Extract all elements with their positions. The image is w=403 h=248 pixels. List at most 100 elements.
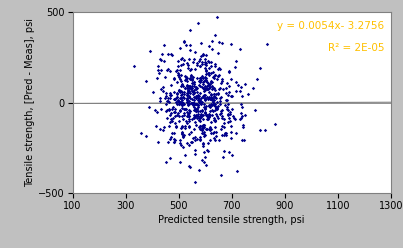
- Point: [176, 115, 183, 119]
- Point: [186, 143, 193, 147]
- Point: [211, 86, 217, 90]
- Point: [215, 91, 221, 94]
- Point: [205, 83, 212, 87]
- Point: [188, 74, 194, 78]
- Point: [200, 132, 207, 136]
- Point: [185, 91, 192, 94]
- Point: [197, 102, 204, 106]
- Point: [202, 53, 209, 57]
- Point: [191, 127, 197, 131]
- Point: [216, 112, 223, 116]
- Point: [209, 108, 215, 112]
- Point: [238, 102, 245, 106]
- Point: [224, 120, 231, 124]
- Point: [189, 84, 195, 88]
- Point: [187, 48, 193, 52]
- Point: [218, 81, 224, 85]
- Point: [206, 73, 213, 77]
- Point: [201, 134, 208, 138]
- Point: [222, 86, 229, 90]
- Point: [195, 114, 202, 118]
- Point: [212, 33, 218, 37]
- Point: [187, 87, 194, 91]
- Point: [157, 127, 164, 131]
- Point: [189, 136, 196, 140]
- Point: [185, 103, 192, 107]
- Point: [197, 96, 204, 100]
- Point: [183, 119, 189, 123]
- Point: [214, 99, 220, 103]
- Point: [183, 91, 190, 95]
- Point: [195, 112, 201, 116]
- Point: [233, 131, 239, 135]
- Point: [191, 90, 197, 94]
- Point: [211, 103, 217, 107]
- Point: [233, 89, 239, 93]
- Point: [202, 60, 208, 64]
- Point: [223, 133, 230, 137]
- Point: [184, 76, 190, 80]
- Point: [235, 83, 241, 87]
- Point: [208, 113, 215, 117]
- Point: [171, 140, 177, 144]
- Point: [180, 95, 186, 99]
- Point: [226, 84, 232, 88]
- Point: [210, 100, 217, 104]
- Point: [172, 100, 179, 104]
- Point: [228, 124, 235, 128]
- Point: [202, 111, 208, 115]
- Point: [183, 96, 190, 100]
- Point: [199, 142, 206, 146]
- Point: [199, 113, 206, 117]
- Point: [207, 104, 213, 108]
- Point: [187, 109, 193, 113]
- Point: [241, 113, 248, 117]
- Point: [195, 98, 201, 102]
- Point: [179, 125, 185, 129]
- Point: [197, 41, 204, 45]
- Point: [206, 113, 213, 117]
- Point: [201, 86, 207, 90]
- Point: [192, 67, 199, 71]
- Point: [179, 134, 186, 138]
- Point: [264, 42, 270, 46]
- Point: [200, 94, 207, 98]
- Point: [187, 96, 193, 100]
- Point: [179, 91, 185, 94]
- Point: [186, 94, 192, 98]
- Point: [200, 117, 206, 121]
- Point: [221, 133, 227, 137]
- Point: [193, 109, 199, 113]
- Point: [217, 96, 224, 100]
- Point: [179, 131, 185, 135]
- Point: [189, 60, 196, 64]
- Point: [240, 125, 246, 129]
- Point: [212, 106, 219, 110]
- Point: [207, 105, 213, 109]
- Point: [208, 80, 215, 84]
- Point: [186, 132, 192, 136]
- Point: [208, 102, 214, 106]
- Point: [207, 127, 213, 131]
- Point: [209, 98, 216, 102]
- Point: [197, 84, 204, 88]
- Point: [225, 112, 232, 116]
- Point: [196, 116, 203, 120]
- Point: [180, 135, 187, 139]
- Point: [199, 109, 206, 113]
- Point: [221, 125, 227, 129]
- Point: [219, 77, 226, 81]
- Point: [233, 80, 239, 84]
- Point: [206, 104, 212, 108]
- Point: [170, 131, 177, 135]
- Point: [233, 59, 239, 63]
- Point: [244, 92, 251, 95]
- Point: [216, 102, 223, 106]
- Point: [180, 84, 186, 88]
- Point: [212, 96, 219, 100]
- Point: [239, 114, 245, 118]
- Point: [206, 66, 212, 70]
- Point: [173, 125, 180, 129]
- Point: [206, 86, 212, 90]
- Point: [182, 78, 189, 82]
